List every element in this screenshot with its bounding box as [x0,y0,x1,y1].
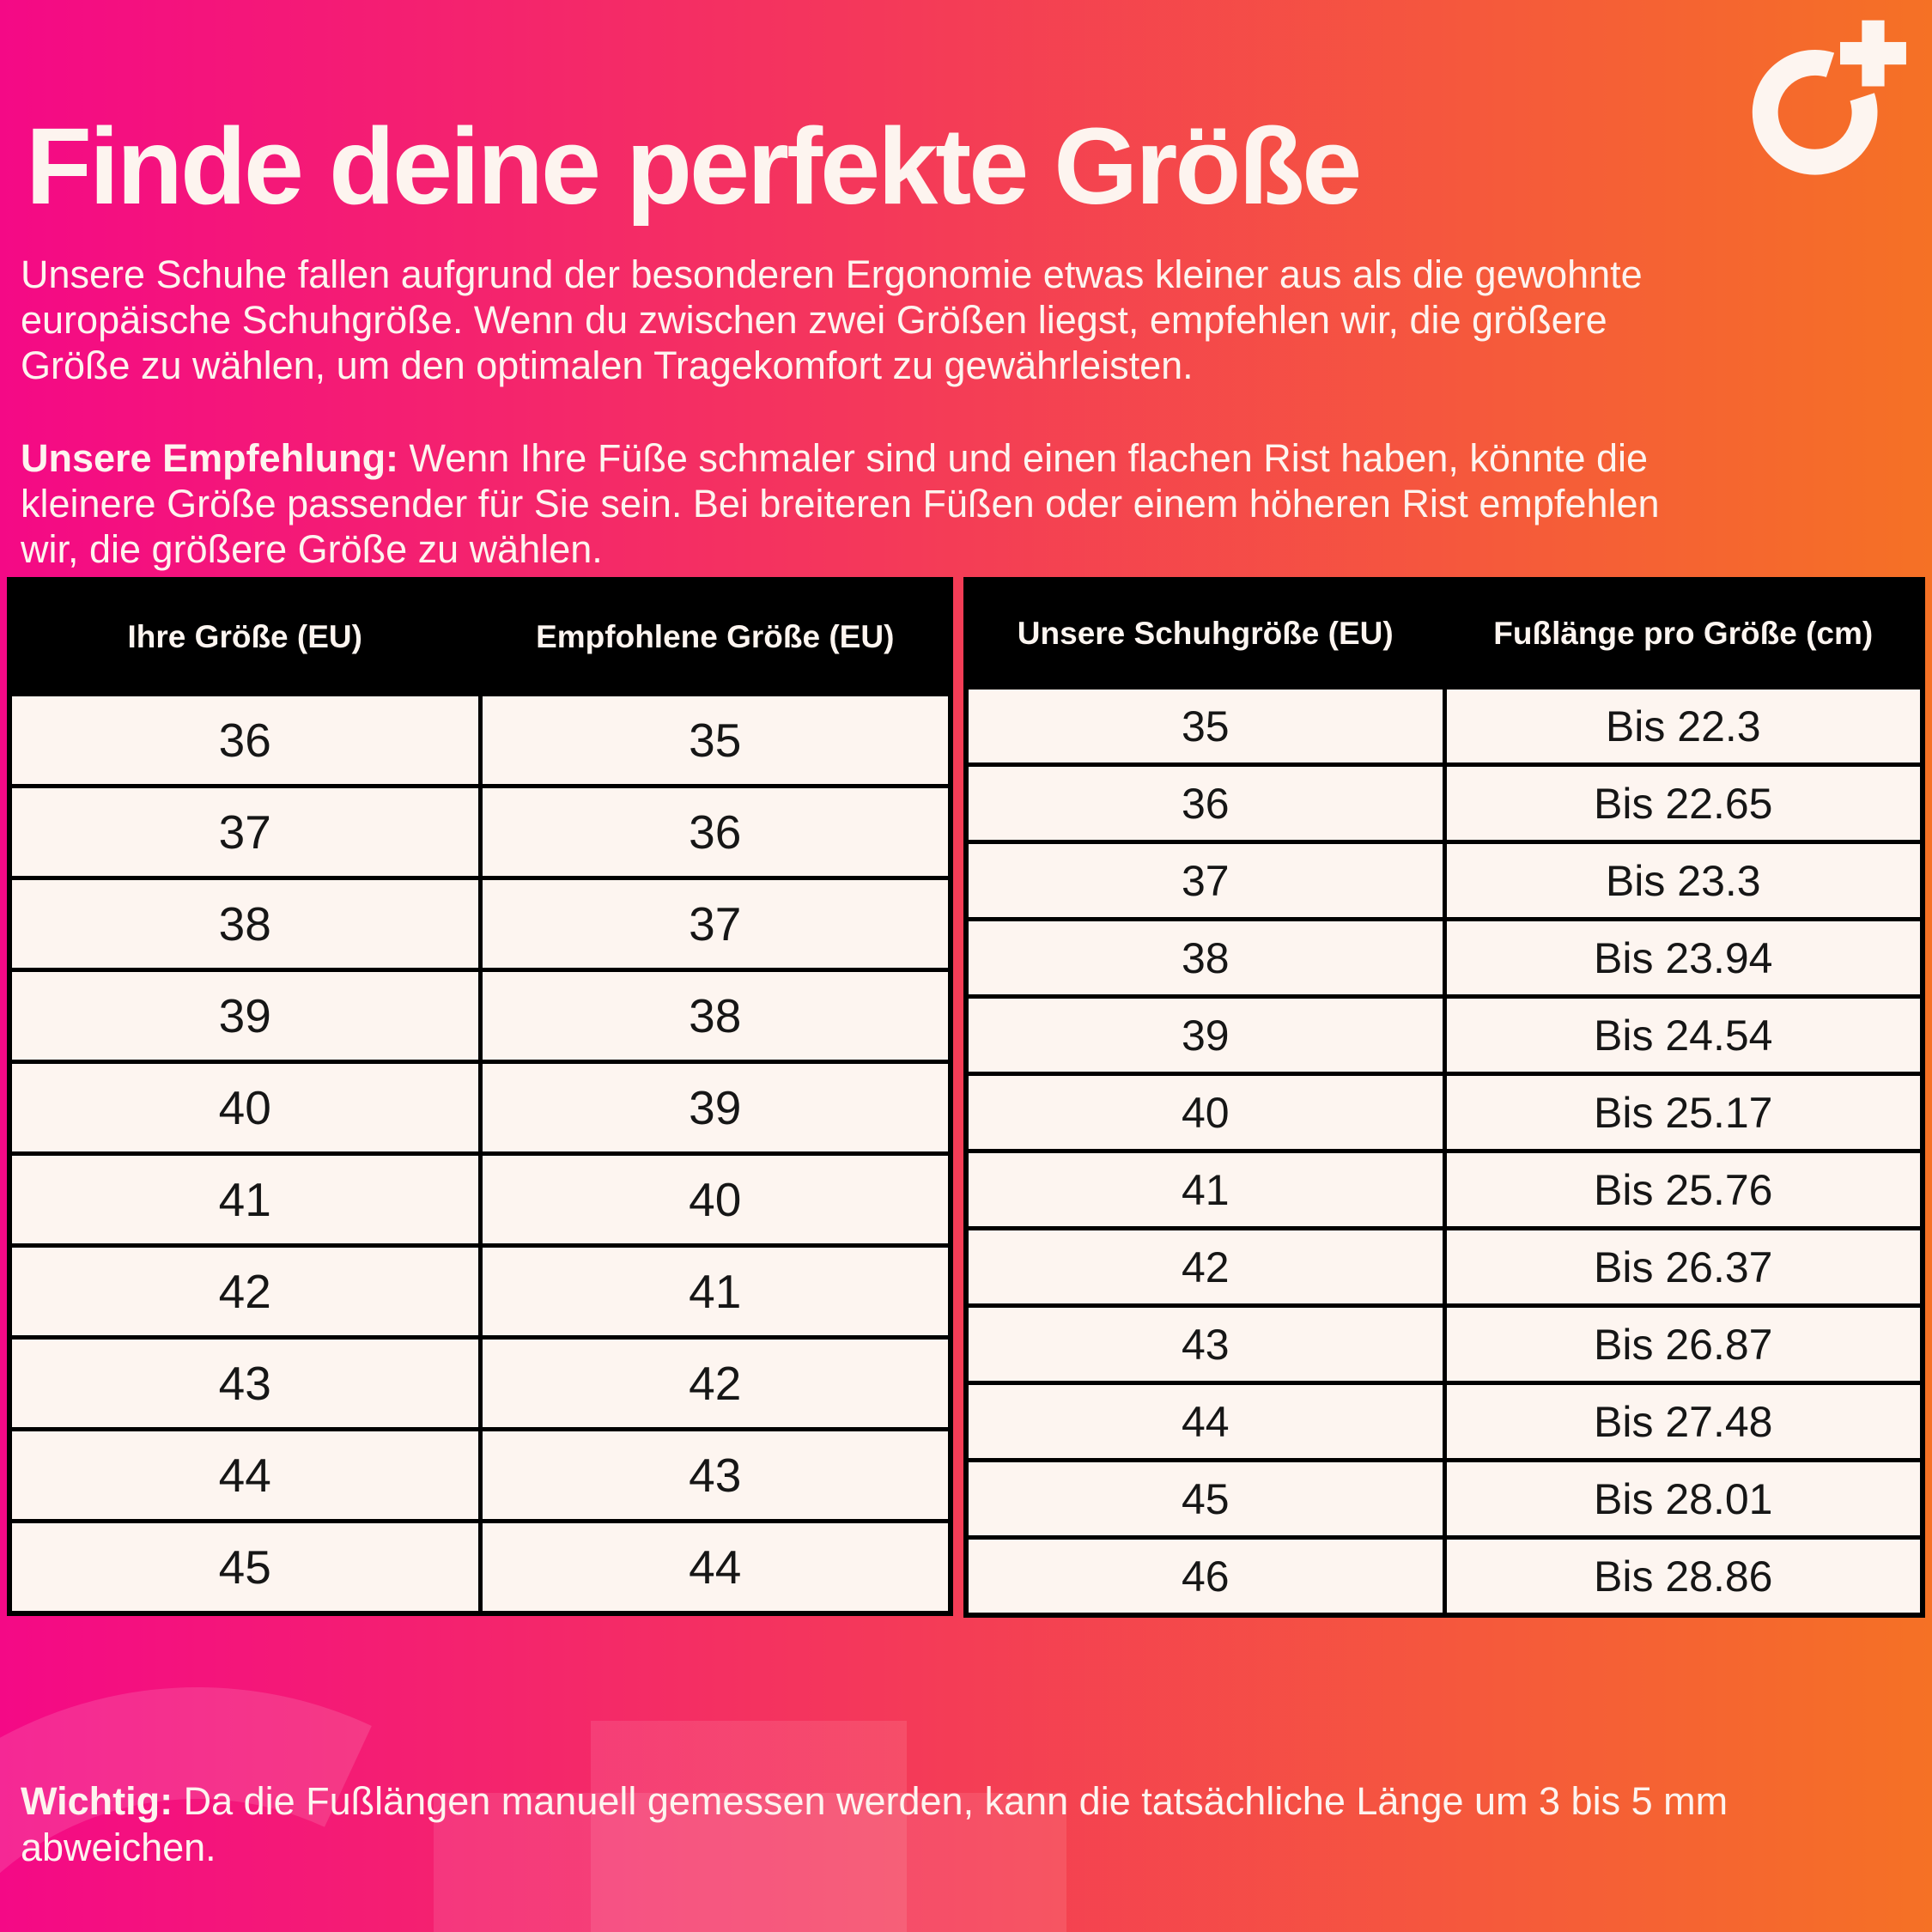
circle-plus-logo-icon [1752,20,1906,175]
column-header-our-shoe-size: Unsere Schuhgröße (EU) [963,577,1447,690]
table-row: 37 36 [7,784,953,880]
table-cell: 40 [7,1060,483,1156]
table-cell: 43 [477,1427,953,1523]
table-cell: Bis 26.37 [1442,1226,1925,1308]
table-cell: 40 [963,1072,1447,1153]
size-conversion-table: Ihre Größe (EU) Empfohlene Größe (EU) 36… [7,577,953,1616]
table-cell: 40 [477,1151,953,1248]
table-row: 41 40 [7,1151,953,1248]
table-cell: 44 [963,1381,1447,1462]
recommendation-label: Unsere Empfehlung: [21,436,399,480]
table-row: 45 44 [7,1519,953,1616]
table-cell: 41 [963,1149,1447,1230]
size-conversion-table-body: 36 35 37 36 38 37 39 38 40 39 41 40 42 41 43 42 44 43 45 44 [7,692,953,1616]
table-row: 39 Bis 24.54 [963,994,1925,1076]
table-cell: 45 [7,1519,483,1616]
foot-length-table-body: 35 Bis 22.3 36 Bis 22.65 37 Bis 23.3 38 Bis 23.… [963,685,1925,1618]
table-cell: 39 [963,994,1447,1076]
table-cell: 38 [7,876,483,972]
table-row: 44 Bis 27.48 [963,1381,1925,1462]
table-row: 45 Bis 28.01 [963,1458,1925,1540]
table-cell: 38 [963,917,1447,999]
table-cell: 46 [963,1535,1447,1618]
table-cell: Bis 23.3 [1442,840,1925,921]
table-cell: Bis 28.01 [1442,1458,1925,1540]
table-cell: 44 [477,1519,953,1616]
table-row: 38 37 [7,876,953,972]
column-header-recommended-size: Empfohlene Größe (EU) [477,577,953,696]
intro-paragraph: Unsere Schuhe fallen aufgrund der besond… [21,252,1918,388]
page-title: Finde deine perfekte Größe [26,106,1362,228]
table-row: 43 42 [7,1335,953,1431]
table-cell: 43 [7,1335,483,1431]
table-cell: 42 [477,1335,953,1431]
intro-text: Unsere Schuhe fallen aufgrund der besond… [21,252,1643,387]
table-cell: 43 [963,1303,1447,1385]
table-cell: Bis 22.65 [1442,762,1925,844]
table-row: 41 Bis 25.76 [963,1149,1925,1230]
table-row: 39 38 [7,968,953,1064]
table-header-row: Ihre Größe (EU) Empfohlene Größe (EU) [7,577,953,696]
table-cell: 36 [477,784,953,880]
table-row: 42 41 [7,1243,953,1340]
size-conversion-table-header: Ihre Größe (EU) Empfohlene Größe (EU) [7,577,953,696]
table-row: 35 Bis 22.3 [963,685,1925,767]
table-cell: 36 [7,692,483,788]
foot-length-table: Unsere Schuhgröße (EU) Fußlänge pro Größ… [963,577,1925,1618]
recommendation-paragraph: Unsere Empfehlung: Wenn Ihre Füße schmal… [21,435,1918,572]
recommendation-text: Wenn Ihre Füße schmaler sind und einen f… [21,436,1660,571]
table-row: 36 35 [7,692,953,788]
table-row: 43 Bis 26.87 [963,1303,1925,1385]
footnote-text: Da die Fußlängen manuell gemessen werden… [21,1779,1728,1869]
table-cell: 35 [477,692,953,788]
table-row: 38 Bis 23.94 [963,917,1925,999]
table-cell: Bis 28.86 [1442,1535,1925,1618]
footnote-label: Wichtig: [21,1779,173,1823]
table-cell: 41 [7,1151,483,1248]
table-cell: 37 [963,840,1447,921]
table-row: 44 43 [7,1427,953,1523]
table-cell: 39 [7,968,483,1064]
table-cell: Bis 26.87 [1442,1303,1925,1385]
table-cell: Bis 22.3 [1442,685,1925,767]
table-cell: 35 [963,685,1447,767]
table-cell: Bis 25.17 [1442,1072,1925,1153]
table-cell: 41 [477,1243,953,1340]
table-cell: 36 [963,762,1447,844]
table-cell: 44 [7,1427,483,1523]
table-row: 46 Bis 28.86 [963,1535,1925,1618]
table-header-row: Unsere Schuhgröße (EU) Fußlänge pro Größ… [963,577,1925,690]
table-row: 40 39 [7,1060,953,1156]
table-row: 37 Bis 23.3 [963,840,1925,921]
table-row: 40 Bis 25.17 [963,1072,1925,1153]
table-cell: 42 [7,1243,483,1340]
table-cell: Bis 24.54 [1442,994,1925,1076]
table-cell: 45 [963,1458,1447,1540]
table-cell: 39 [477,1060,953,1156]
footnote: Wichtig: Da die Fußlängen manuell gemess… [21,1778,1867,1871]
column-header-foot-length: Fußlänge pro Größe (cm) [1442,577,1925,690]
table-row: 36 Bis 22.65 [963,762,1925,844]
table-cell: Bis 23.94 [1442,917,1925,999]
foot-length-table-header: Unsere Schuhgröße (EU) Fußlänge pro Größ… [963,577,1925,690]
table-cell: Bis 27.48 [1442,1381,1925,1462]
table-cell: 38 [477,968,953,1064]
table-cell: 37 [7,784,483,880]
table-row: 42 Bis 26.37 [963,1226,1925,1308]
table-cell: Bis 25.76 [1442,1149,1925,1230]
table-cell: 42 [963,1226,1447,1308]
column-header-your-size: Ihre Größe (EU) [7,577,483,696]
table-cell: 37 [477,876,953,972]
